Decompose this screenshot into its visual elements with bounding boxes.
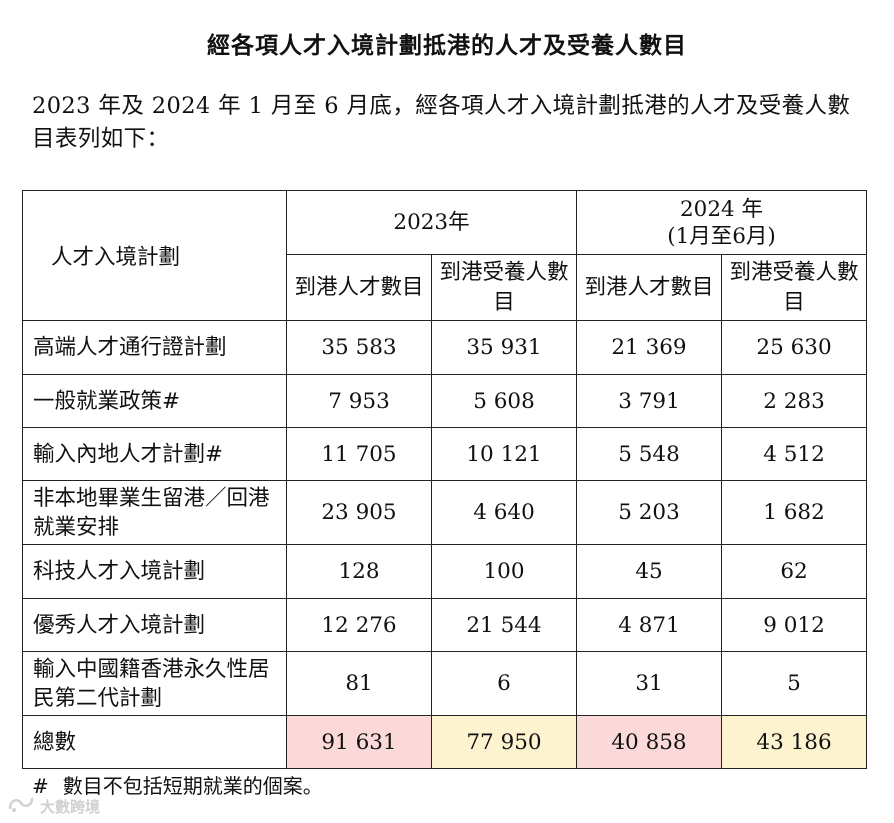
- cell-value: 12 276: [286, 598, 432, 652]
- row-label: 一般就業政策#: [22, 374, 287, 428]
- footnote-mark: #: [32, 774, 49, 798]
- total-row: 總數 91 631 77 950 40 858 43 186: [22, 715, 868, 769]
- year-2023-header: 2023年: [286, 190, 577, 255]
- cell-value: 2 283: [720, 374, 868, 428]
- cell-value: 35 583: [286, 320, 432, 375]
- table-row: 一般就業政策# 7 953 5 608 3 791 2 283: [22, 374, 868, 428]
- cell-value: 45: [576, 544, 722, 599]
- total-talent-2024: 40 858: [576, 715, 722, 769]
- watermark: 大數跨境: [6, 794, 100, 818]
- cell-value: 5 548: [576, 427, 722, 481]
- cell-value: 21 544: [431, 598, 577, 652]
- row-label: 高端人才通行證計劃: [22, 320, 287, 375]
- cell-value: 21 369: [576, 320, 722, 375]
- cell-value: 81: [286, 651, 432, 716]
- cell-value: 35 931: [431, 320, 577, 375]
- table-row: 科技人才入境計劃 128 100 45 62: [22, 544, 868, 599]
- cell-value: 4 871: [576, 598, 722, 652]
- cell-value: 5: [720, 651, 868, 716]
- subheader-talent-2024: 到港人才數目: [576, 254, 722, 321]
- cell-value: 5 203: [576, 480, 722, 545]
- row-label: 非本地畢業生留港／回港就業安排: [22, 480, 287, 545]
- table-row: 非本地畢業生留港／回港就業安排 23 905 4 640 5 203 1 682: [22, 480, 868, 545]
- cell-value: 1 682: [720, 480, 868, 545]
- row-label: 輸入中國籍香港永久性居民第二代計劃: [22, 651, 287, 716]
- cell-value: 23 905: [286, 480, 432, 545]
- subheader-talent-2023: 到港人才數目: [286, 254, 432, 321]
- cell-value: 5 608: [431, 374, 577, 428]
- watermark-text: 大數跨境: [40, 797, 101, 816]
- cell-value: 10 121: [431, 427, 577, 481]
- header-row-years: 人才入境計劃 2023年 2024 年 (1月至6月): [22, 190, 868, 321]
- cell-value: 128: [286, 544, 432, 599]
- total-label: 總數: [22, 715, 287, 769]
- total-dependant-2024: 43 186: [720, 715, 868, 769]
- logo-icon: [6, 794, 40, 818]
- row-label: 科技人才入境計劃: [22, 544, 287, 599]
- cell-value: 25 630: [720, 320, 868, 375]
- table-row: 優秀人才入境計劃 12 276 21 544 4 871 9 012: [22, 598, 868, 652]
- cell-value: 4 640: [431, 480, 577, 545]
- cell-value: 7 953: [286, 374, 432, 428]
- cell-value: 3 791: [576, 374, 722, 428]
- page-title: 經各項人才入境計劃抵港的人才及受養人數目: [207, 33, 687, 59]
- footnote-text: 數目不包括短期就業的個案。: [62, 774, 323, 798]
- row-label: 輸入內地人才計劃#: [22, 427, 287, 481]
- talent-table: 人才入境計劃 2023年 2024 年 (1月至6月) 到港人才數目 到港受養人…: [22, 190, 868, 769]
- row-label: 優秀人才入境計劃: [22, 598, 287, 652]
- total-talent-2023: 91 631: [286, 715, 432, 769]
- cell-value: 31: [576, 651, 722, 716]
- cell-value: 4 512: [720, 427, 868, 481]
- cell-value: 100: [431, 544, 577, 599]
- table-row: 高端人才通行證計劃 35 583 35 931 21 369 25 630: [22, 320, 868, 375]
- scheme-header: 人才入境計劃: [22, 190, 287, 321]
- header-row-subcolumns: 到港人才數目 到港受養人數目 到港人才數目 到港受養人數目: [23, 254, 868, 321]
- subheader-dependant-2023: 到港受養人數目: [431, 254, 577, 321]
- footnote: # 數目不包括短期就業的個案。: [32, 770, 323, 799]
- year-2024-header: 2024 年 (1月至6月): [575, 190, 868, 255]
- table-row: 輸入內地人才計劃# 11 705 10 121 5 548 4 512: [22, 427, 868, 481]
- cell-value: 11 705: [286, 427, 432, 481]
- year-2024-header-line2: (1月至6月): [667, 223, 776, 249]
- table-row: 輸入中國籍香港永久性居民第二代計劃 81 6 31 5: [22, 651, 868, 716]
- intro-paragraph: 2023 年及 2024 年 1 月至 6 月底，經各項人才入境計劃抵港的人才及…: [32, 93, 851, 152]
- cell-value: 62: [720, 544, 868, 599]
- subheader-dependant-2024: 到港受養人數目: [720, 254, 868, 321]
- cell-value: 6: [431, 651, 577, 716]
- year-2024-header-line1: 2024 年: [679, 196, 764, 222]
- total-dependant-2023: 77 950: [431, 715, 577, 769]
- cell-value: 9 012: [720, 598, 868, 652]
